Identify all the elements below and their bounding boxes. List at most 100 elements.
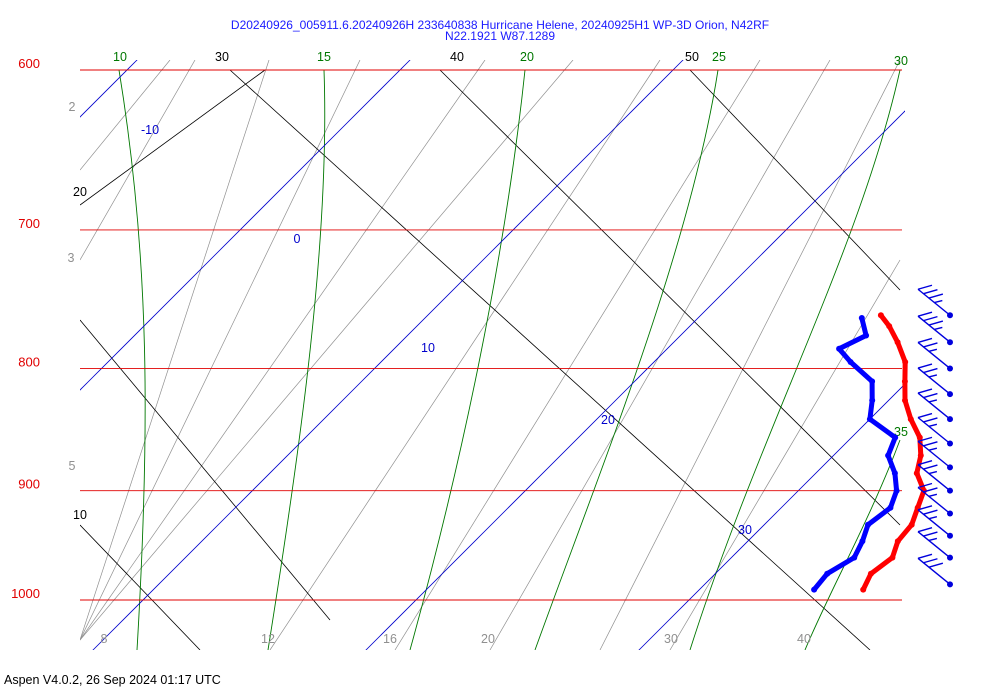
wind-barb bbox=[917, 311, 953, 346]
dewpoint-profile-point bbox=[836, 345, 843, 352]
isotherm-label: 0 bbox=[294, 232, 301, 246]
moist-adiabat-label: 20 bbox=[520, 50, 534, 64]
dry-adiabat-line bbox=[229, 69, 871, 650]
mixing-ratio-label: 12 bbox=[261, 632, 275, 646]
dry-adiabat-line bbox=[80, 319, 331, 621]
isobar-label: 800 bbox=[18, 354, 40, 369]
dry-adiabat-line bbox=[439, 69, 901, 526]
mixing-ratio-label: 8 bbox=[101, 632, 108, 646]
temperature-profile-point bbox=[860, 586, 867, 593]
temperature-profile-point bbox=[902, 359, 909, 365]
dewpoint-profile-point bbox=[859, 538, 866, 545]
isobar-label: 600 bbox=[18, 56, 40, 71]
dewpoint-profile-point bbox=[824, 570, 831, 577]
wind-barb bbox=[917, 436, 953, 471]
mixing-ratio-label: 2 bbox=[69, 100, 76, 114]
temperature-profile-point bbox=[908, 521, 915, 528]
mixing-ratio-line bbox=[80, 60, 196, 261]
temperature-profile-point bbox=[867, 570, 874, 577]
isobar-label: 900 bbox=[18, 477, 40, 492]
isotherm-line bbox=[863, 0, 1000, 699]
isotherm-label: 30 bbox=[738, 523, 752, 537]
mixing-ratio-line bbox=[599, 60, 901, 650]
dewpoint-profile-point bbox=[869, 378, 876, 385]
dry-adiabat-label: 20 bbox=[73, 185, 87, 199]
isotherm-line bbox=[80, 60, 138, 118]
wind-barb bbox=[917, 460, 953, 494]
moist-adiabat-label: 10 bbox=[113, 50, 127, 64]
isotherm-line bbox=[80, 60, 411, 391]
wind-barb bbox=[917, 412, 953, 447]
moist-adiabat-curve bbox=[409, 69, 526, 650]
isotherm-line bbox=[92, 60, 684, 650]
dewpoint-profile-point bbox=[892, 434, 899, 441]
temperature-profile bbox=[860, 312, 927, 593]
temperature-profile-point bbox=[889, 554, 896, 561]
mixing-ratio-line bbox=[80, 60, 486, 641]
mixing-ratio-line bbox=[394, 60, 761, 650]
isobar-label: 700 bbox=[18, 216, 40, 231]
chart-title: D20240926_005911.6.20240926H 233640838 H… bbox=[230, 18, 770, 32]
temperature-profile-point bbox=[894, 339, 901, 346]
dewpoint-profile-point bbox=[847, 359, 854, 365]
moist-adiabat-label: 30 bbox=[894, 54, 908, 68]
dewpoint-profile-point bbox=[866, 416, 873, 423]
isotherm-line bbox=[365, 110, 905, 650]
isotherm-line bbox=[638, 383, 905, 650]
mixing-ratio-label: 20 bbox=[481, 632, 495, 646]
mixing-ratio-label: 40 bbox=[797, 632, 811, 646]
dewpoint-profile-point bbox=[891, 470, 898, 477]
wind-barb bbox=[917, 482, 953, 517]
temperature-profile-point bbox=[920, 487, 927, 494]
temperature-profile-point bbox=[913, 470, 920, 477]
dewpoint-profile-point bbox=[851, 554, 858, 561]
temperature-profile-point bbox=[907, 416, 914, 423]
dry-adiabat-line bbox=[80, 69, 266, 206]
mixing-ratio-line bbox=[80, 60, 574, 641]
dry-adiabat-line bbox=[689, 69, 901, 291]
dewpoint-profile-point bbox=[893, 487, 900, 494]
temperature-profile-point bbox=[901, 378, 908, 385]
dry-adiabat-label: 10 bbox=[73, 508, 87, 522]
dewpoint-profile-point bbox=[858, 315, 865, 321]
chart-subtitle: N22.1921 W87.1289 bbox=[444, 29, 556, 43]
moist-adiabat-label: 25 bbox=[712, 50, 726, 64]
chart-labels: 600 700 800 900 1000 -10 0 10 20 30 10 20 30 40 50 10 15… bbox=[11, 50, 908, 646]
dry-adiabat-label: 40 bbox=[450, 50, 464, 64]
dewpoint-profile-point bbox=[865, 521, 871, 528]
isotherm-label: 20 bbox=[601, 413, 615, 427]
mixing-ratio-label: 5 bbox=[69, 459, 76, 473]
mixing-ratio-line bbox=[80, 60, 270, 641]
dewpoint-profile-point bbox=[863, 332, 870, 339]
sounding-profiles bbox=[811, 312, 927, 593]
wind-barb bbox=[917, 284, 953, 319]
moist-adiabat-curve bbox=[804, 439, 901, 650]
mixing-ratio-label: 16 bbox=[383, 632, 397, 646]
moist-adiabat-label: 15 bbox=[317, 50, 331, 64]
temperature-profile-point bbox=[894, 538, 901, 545]
wind-barb bbox=[917, 388, 953, 423]
mixing-ratio-label: 30 bbox=[664, 632, 678, 646]
moist-adiabat-curve bbox=[534, 69, 719, 650]
dewpoint-profile bbox=[811, 315, 900, 593]
wind-barb bbox=[917, 337, 953, 372]
temperature-profile-point bbox=[886, 323, 893, 330]
wind-barb bbox=[917, 526, 953, 561]
moist-adiabat-curve bbox=[118, 69, 146, 650]
mixing-ratio-line bbox=[80, 60, 361, 641]
temperature-profile-point bbox=[917, 452, 924, 459]
mixing-ratio-label: 3 bbox=[68, 251, 75, 265]
footer-text: Aspen V4.0.2, 26 Sep 2024 01:17 UTC bbox=[4, 673, 221, 687]
moist-adiabat-curve bbox=[267, 69, 326, 650]
dewpoint-profile-point bbox=[887, 504, 894, 511]
dry-adiabat-label: 50 bbox=[685, 50, 699, 64]
mixing-ratio-line bbox=[489, 60, 831, 650]
mixing-ratio-line bbox=[80, 60, 171, 171]
temperature-profile-point bbox=[916, 434, 923, 441]
isobar-label: 1000 bbox=[11, 586, 40, 601]
wind-barb bbox=[917, 363, 953, 398]
isotherm-label: 10 bbox=[421, 341, 435, 355]
moist-adiabat-label: 35 bbox=[894, 425, 908, 439]
